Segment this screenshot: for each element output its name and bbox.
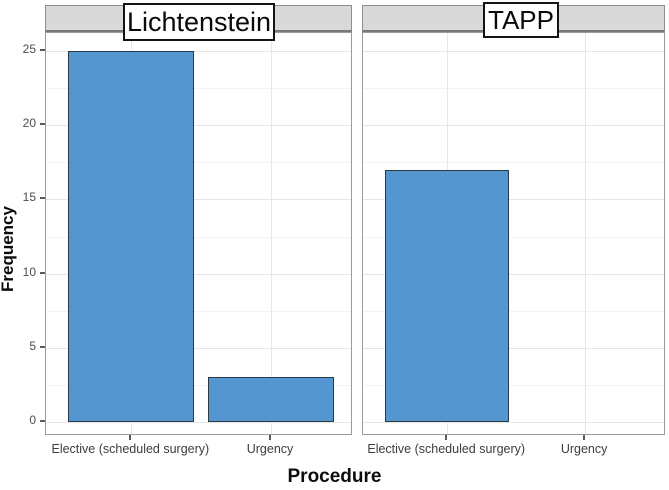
- gridline-minor: [46, 162, 351, 164]
- gridline-minor: [363, 310, 664, 312]
- x-axis-tick: [129, 435, 132, 440]
- y-axis-tick-label: 0: [29, 413, 36, 427]
- gridline-major: [46, 422, 351, 423]
- gridline-major: [363, 51, 664, 52]
- gridline-minor: [363, 384, 664, 386]
- gridline-major: [46, 273, 351, 275]
- y-axis-tick: [40, 197, 45, 200]
- y-axis-tick-label: 10: [22, 264, 36, 279]
- facet-panel: [362, 32, 665, 435]
- gridline-major: [363, 125, 664, 127]
- bar-elective-scheduled-surgery: [385, 169, 510, 422]
- y-axis-tick-label: 25: [22, 42, 36, 56]
- y-axis-tick: [40, 49, 45, 51]
- gridline-major: [46, 347, 351, 349]
- gridline-minor: [363, 162, 664, 164]
- facet-label: Lichtenstein: [123, 3, 275, 41]
- x-axis-tick-label: Urgency: [246, 442, 294, 456]
- gridline-major: [363, 199, 664, 201]
- x-axis-tick-label: Urgency: [560, 442, 608, 456]
- gridline-minor: [363, 88, 664, 90]
- gridline-major: [363, 273, 664, 275]
- gridline-vertical: [270, 33, 272, 434]
- gridline-minor: [363, 236, 664, 238]
- facet-panel: [45, 32, 352, 435]
- bar-elective-scheduled-surgery: [68, 51, 195, 422]
- gridline-minor: [46, 88, 351, 90]
- gridline-minor: [46, 384, 351, 386]
- gridline-vertical: [584, 33, 586, 434]
- gridline-major: [363, 422, 664, 423]
- x-axis-tick-label: Elective (scheduled surgery): [51, 442, 210, 456]
- gridline-major: [363, 347, 664, 349]
- gridline-major: [46, 125, 351, 127]
- gridline-major: [46, 199, 351, 201]
- bar-urgency: [208, 377, 334, 422]
- y-axis-tick: [40, 345, 45, 348]
- gridline-minor: [46, 236, 351, 238]
- gridline-minor: [46, 310, 351, 312]
- facet-label: TAPP: [483, 2, 559, 38]
- y-axis-tick: [40, 420, 45, 422]
- x-axis-tick: [583, 435, 586, 440]
- y-axis-tick: [40, 271, 45, 274]
- x-axis-title: Procedure: [287, 466, 382, 487]
- x-axis-tick: [445, 435, 448, 440]
- y-axis-tick-label: 5: [29, 338, 36, 353]
- x-axis-tick-label: Elective (scheduled surgery): [367, 442, 526, 456]
- y-axis-tick: [40, 123, 45, 126]
- gridline-major: [46, 51, 351, 52]
- x-axis-tick: [269, 435, 272, 440]
- y-axis-tick-label: 15: [22, 190, 36, 205]
- y-axis-tick-label: 20: [22, 116, 36, 131]
